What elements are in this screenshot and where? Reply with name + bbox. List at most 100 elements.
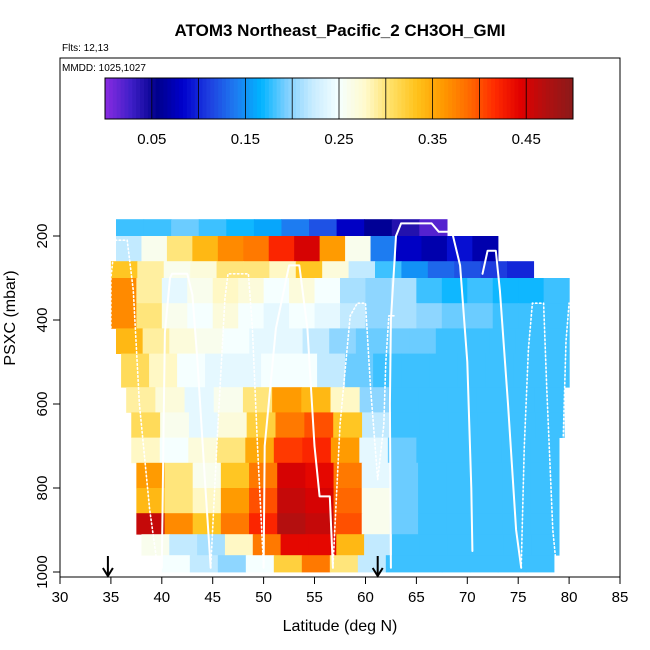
colorbar-segment (549, 78, 554, 119)
heatmap-cell (192, 236, 219, 262)
heatmap-cell (361, 462, 391, 489)
heatmap-cell (322, 261, 350, 279)
colorbar-segment (413, 78, 418, 119)
plot-frame (59, 57, 621, 578)
heatmap-cell (348, 261, 376, 279)
heatmap-cell (164, 513, 194, 535)
colorbar-tick-label: 0.15 (231, 131, 260, 148)
y-tick-label: 800 (34, 475, 51, 500)
colorbar-segment (565, 78, 570, 119)
lat-arrow-head (371, 567, 384, 578)
lat-arrow-head (102, 567, 114, 578)
heatmap-cell (373, 353, 402, 388)
heatmap-cell (345, 236, 372, 262)
colorbar-segment (545, 78, 551, 119)
heatmap-cell (319, 236, 346, 262)
heatmap-cell (355, 328, 384, 354)
heatmap-cell (136, 488, 166, 514)
heatmap-cell (275, 412, 305, 438)
heatmap-cell (477, 412, 507, 438)
heatmap-cell (448, 412, 479, 438)
heatmap-cell (302, 437, 332, 464)
heatmap-cell (530, 488, 560, 514)
colorbar-segment (202, 78, 207, 119)
heatmap-cell (116, 219, 145, 237)
heatmap-cell (314, 303, 341, 329)
heatmap-cell (189, 555, 219, 573)
colorbar-segment (342, 78, 348, 119)
heatmap-cell (388, 387, 419, 413)
colorbar (104, 77, 574, 120)
heatmap-cell (454, 261, 482, 279)
colorbar-segment (300, 78, 305, 119)
heatmap-cell (272, 387, 302, 413)
heatmap-cell (136, 303, 163, 329)
heatmap-cell (226, 219, 255, 237)
heatmap-cell (419, 534, 449, 556)
heatmap-cell (238, 278, 265, 304)
heatmap-cell (492, 278, 519, 304)
colorbar-segment (257, 78, 262, 119)
x-tick-label: 40 (153, 589, 170, 606)
colorbar-segment (428, 78, 434, 119)
heatmap-cell (171, 219, 200, 237)
heatmap-cell (212, 303, 239, 329)
heatmap-cell (309, 219, 338, 237)
heatmap-cell (277, 488, 306, 514)
colorbar-segment (448, 78, 453, 119)
heatmap-cell (389, 488, 419, 514)
colorbar-segment (487, 78, 492, 119)
heatmap-cell (330, 437, 360, 464)
heatmap-cell (305, 513, 335, 535)
x-tick-label: 55 (306, 589, 323, 606)
heatmap-cell (289, 353, 318, 388)
colorbar-segment (116, 78, 122, 119)
colorbar-segment (537, 78, 543, 119)
flight-track-dotted (332, 302, 397, 569)
heatmap-cell (535, 412, 565, 438)
colorbar-segment (401, 78, 406, 119)
colorbar-segment (175, 78, 180, 119)
heatmap-cell (277, 462, 306, 489)
heatmap-cell (126, 387, 156, 413)
colorbar-segment (225, 78, 231, 119)
colorbar-segment (405, 78, 410, 119)
heatmap-cell (418, 513, 447, 535)
heatmap-cell (308, 534, 337, 556)
heatmap-cell (301, 387, 332, 413)
heatmap-cell (329, 555, 359, 573)
colorbar-segment (241, 78, 246, 119)
colorbar-segment (268, 78, 274, 119)
colorbar-segment (366, 78, 371, 119)
heatmap-cell (441, 555, 471, 573)
flight-track-dotted (110, 239, 159, 569)
x-tick-label: 75 (510, 589, 527, 606)
heatmap-cell (446, 513, 475, 535)
colorbar-tick-label: 0.05 (137, 131, 166, 148)
colorbar-segment (362, 78, 367, 119)
colorbar-segment (249, 78, 254, 119)
heatmap-cell (474, 462, 504, 489)
heatmap-cell (333, 513, 363, 535)
heatmap-cell (419, 412, 450, 438)
colorbar-segment (420, 78, 426, 119)
colorbar-segment (198, 78, 203, 119)
colorbar-segment (335, 78, 340, 119)
colorbar-segment (502, 78, 508, 119)
x-tick-label: 85 (612, 589, 629, 606)
heatmap-cell (131, 412, 161, 438)
heatmap-cell (336, 219, 365, 237)
heatmap-cell (429, 353, 458, 388)
colorbar-segment (245, 78, 250, 119)
heatmap-cell (252, 534, 282, 556)
heatmap-cell (136, 462, 166, 489)
y-axis-label: PSXC (mbar) (2, 270, 19, 365)
heatmap-cell (246, 412, 277, 438)
heatmap-cell (160, 412, 190, 438)
colorbar-segment (132, 78, 137, 119)
heatmap-cell (177, 353, 206, 388)
x-tick-label: 60 (357, 589, 374, 606)
colorbar-segment (112, 78, 118, 119)
heatmap-cell (441, 278, 468, 304)
colorbar-segment (471, 78, 476, 119)
